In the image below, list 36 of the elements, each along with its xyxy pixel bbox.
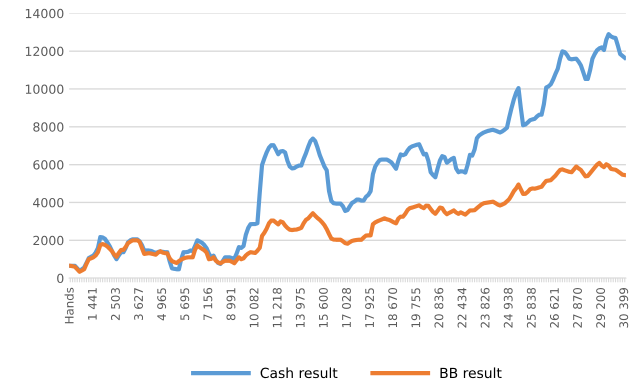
y-tick-label: 6000 [33,160,64,170]
y-tick-label: 8000 [33,122,64,132]
x-tick-label: 26 621 [550,288,559,328]
line-series [69,160,626,274]
y-tick-label: 14000 [26,8,64,18]
x-tick-label: 17 028 [342,288,351,328]
x-tick-label: 7 156 [203,288,212,320]
x-tick-label: 27 870 [573,288,582,328]
x-tick-label: 2 503 [110,288,120,320]
y-tick-label: 2000 [33,236,64,246]
x-tick-label: 17 925 [365,288,374,328]
legend-label: Cash result [260,367,338,378]
x-tick-label: 24 938 [504,288,513,328]
y-tick-label: 10000 [26,84,64,94]
x-tick-label: 30 399 [619,288,628,328]
x-tick-label: 4 965 [157,288,166,320]
x-tick-label: 10 082 [250,288,259,328]
legend-label: BB result [440,367,502,378]
y-tick-label: 12000 [26,46,64,56]
x-tick-label: 29 200 [596,288,606,328]
x-tick-label: Hands [64,288,74,324]
x-tick-label: 5 695 [180,288,190,320]
x-tick-label: 3 627 [134,288,144,320]
x-tick-label: 19 755 [411,288,420,328]
x-tick-label: 11 218 [272,288,282,328]
x-tick-label: 18 670 [388,288,398,328]
x-tick-label: 8 991 [226,288,236,320]
y-tick-label: 0 [57,274,64,284]
x-tick-label: 13 975 [296,288,305,328]
x-tick-label: 15 600 [318,288,328,328]
x-tick-label: 1 441 [88,288,97,320]
x-tick-label: 23 826 [480,288,490,328]
x-tick-label: 22 434 [458,288,466,328]
x-tick-label: 20 836 [434,288,444,328]
x-tick-label: 25 838 [526,288,536,328]
y-tick-label: 4000 [33,198,64,208]
